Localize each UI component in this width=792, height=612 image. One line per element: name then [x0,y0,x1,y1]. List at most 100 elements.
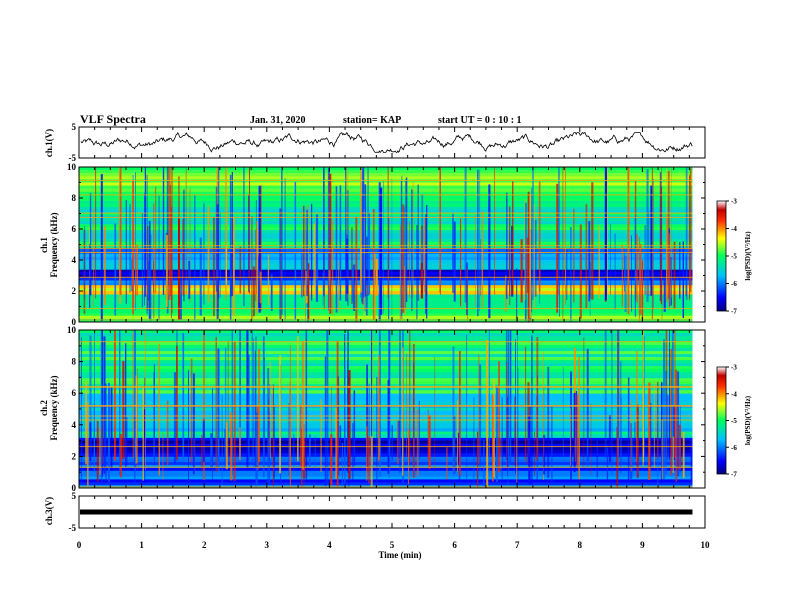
spectro-streak [114,223,117,316]
spectro-streak [203,330,205,481]
spectro-streak [467,266,468,321]
spectro-streak [229,174,232,321]
spectro-streak [566,249,568,301]
spectro-streak [492,394,494,482]
ch3-waveform-ylabel: ch.3(V) [44,497,54,525]
spectro-streak [99,426,101,475]
y-tick-label: 10 [67,325,77,335]
spectro-streak [178,176,180,306]
spectro-band [79,456,693,460]
spectro-streak [624,255,627,313]
spectro-streak [653,178,654,310]
spectro-streak [587,415,588,469]
spectro-streak [303,424,305,486]
spectro-streak [398,419,401,458]
spectro-streak [514,396,515,466]
spectro-streak [525,346,527,462]
spectro-streak [367,403,369,473]
spectro-streak [534,219,537,297]
spectro-band [79,390,693,394]
spectro-band [79,200,693,205]
spectro-streak [494,167,495,295]
spectro-band [79,467,693,472]
spectro-streak [114,330,116,461]
spectro-streak [305,215,306,322]
spectro-streak [558,167,560,295]
y-tick-label: 4 [72,255,77,265]
spectro-streak [281,167,283,315]
y-tick-label: 8 [72,193,77,203]
spectro-band [79,470,693,475]
spectro-streak [457,399,458,472]
spectro-streak [364,184,367,297]
spectro-streak [122,360,125,459]
spectro-streak [404,179,406,309]
spectro-streak [404,206,405,309]
spectro-band [79,342,693,346]
spectro-streak [614,233,616,310]
spectro-streak [255,336,257,488]
spectro-band [79,188,693,193]
spectro-line [79,212,693,214]
spectro-streak [505,330,507,460]
spectro-streak [500,432,502,471]
spectro-band [79,366,693,370]
spectro-streak [547,366,550,478]
spectro-streak [529,194,531,319]
spectro-streak [486,339,489,488]
spectro-streak [570,408,571,467]
spectro-streak [141,212,144,308]
spectro-streak [531,188,533,313]
spectro-streak [254,350,256,468]
spectro-streak [606,447,609,480]
spectro-streak [262,336,265,478]
spectro-streak [345,167,347,302]
spectro-band [79,476,693,480]
spectro-streak [145,330,146,470]
spectro-streak [166,235,168,307]
spectro-band [79,253,693,258]
spectro-streak [339,425,342,458]
spectro-band [79,459,693,463]
spectro-streak [288,402,290,477]
spectro-streak [498,361,500,473]
spectro-streak [293,433,295,472]
spectro-streak [405,177,408,302]
spectro-band [79,212,693,216]
x-tick-label: 2 [202,540,207,550]
spectro-streak [591,182,594,300]
spectro-streak [297,336,299,462]
spectro-band [79,233,693,237]
spectro-streak [679,424,681,470]
y-tick-label: 10 [67,162,77,172]
spectro-streak [253,266,255,317]
y-tick-label: 0 [72,317,77,327]
spectro-streak [380,187,383,315]
spectro-line [79,405,693,407]
spectro-streak [639,243,642,315]
y-tick-label: 0 [72,483,77,493]
spectro-streak [134,414,136,484]
colorbar-tick-label: -7 [731,308,737,316]
spectro-streak [348,370,351,479]
spectro-streak [126,417,128,466]
spectro-band [79,294,693,298]
ch2-ylabel-line1: ch.2 [39,400,49,416]
spectro-streak [674,330,676,458]
ch2-ylabel-line2: Frequency (kHz) [49,375,59,440]
spectro-streak [579,224,582,319]
spectro-band [79,336,693,340]
spectro-streak [608,415,611,462]
spectro-streak [251,330,253,462]
spectro-band [79,330,693,334]
spectro-streak [347,330,349,473]
spectro-streak [387,380,390,474]
spectro-streak [171,167,173,314]
spectro-streak [388,330,391,472]
spectro-streak [632,438,634,478]
spectro-streak [528,422,530,484]
spectro-streak [135,375,138,464]
spectro-streak [147,225,149,311]
spectro-streak [366,426,368,481]
spectro-streak [89,193,92,296]
